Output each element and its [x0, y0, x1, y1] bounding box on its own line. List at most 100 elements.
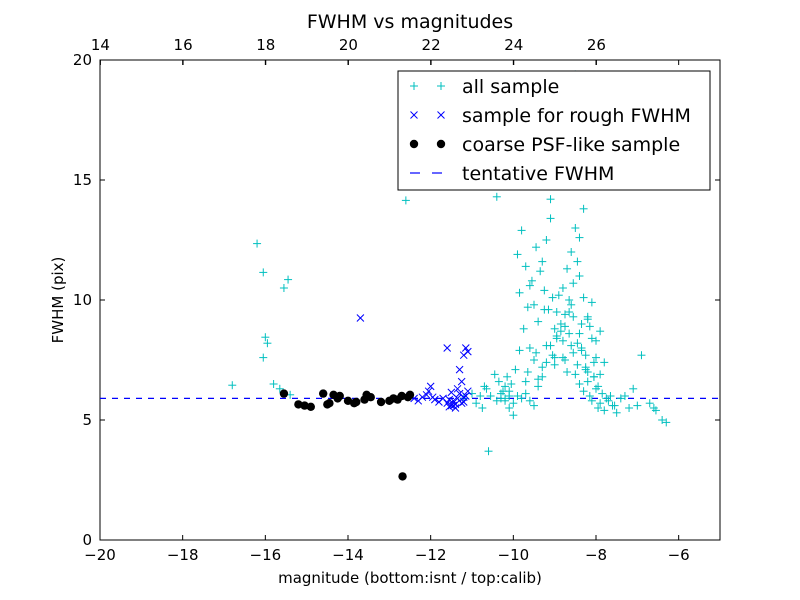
point-plus-160	[480, 382, 489, 391]
point-circle-20	[333, 394, 342, 403]
top-tick-label: 20	[339, 36, 358, 54]
point-plus-106	[532, 243, 541, 252]
legend-marker-sample-for-rough-fwhm-a	[410, 111, 418, 119]
point-plus-168	[567, 341, 576, 350]
point-plus-99	[585, 322, 594, 331]
point-plus-86	[513, 250, 522, 259]
chart-title: FWHM vs magnitudes	[307, 11, 513, 33]
point-plus-30	[552, 308, 561, 316]
point-plus-170	[583, 368, 592, 376]
legend-label-all-sample: all sample	[462, 76, 559, 98]
point-plus-77	[575, 272, 584, 280]
point-x-26-b	[457, 377, 466, 386]
top-tick-label: 26	[587, 36, 606, 54]
point-x-6-b	[426, 382, 435, 391]
point-x-5	[422, 390, 431, 399]
point-plus-38	[569, 348, 578, 357]
point-plus-119	[600, 358, 609, 367]
point-plus-53	[600, 406, 609, 415]
point-plus-35	[563, 368, 572, 376]
top-tick-label: 14	[91, 36, 110, 54]
point-plus-163	[472, 399, 481, 408]
point-plus-146	[594, 382, 603, 391]
x-tick-label: −18	[167, 546, 199, 564]
point-plus-50	[594, 404, 603, 412]
point-x-19-b	[461, 392, 470, 400]
point-plus-46	[585, 392, 594, 400]
point-plus-137	[509, 411, 518, 420]
point-plus-6	[269, 380, 278, 388]
point-plus-65	[651, 406, 660, 415]
series-circle	[279, 389, 415, 481]
point-plus-94	[565, 296, 574, 304]
point-plus-156	[523, 368, 532, 376]
point-x-20	[464, 387, 472, 396]
point-plus-93	[561, 310, 569, 319]
point-plus-104	[540, 286, 549, 295]
point-plus-58	[625, 404, 634, 412]
point-x-33-b	[424, 387, 433, 396]
point-plus-36	[565, 329, 574, 338]
chart-marks	[100, 70, 720, 481]
point-plus-151	[569, 312, 578, 321]
point-plus-111	[511, 365, 520, 374]
point-x-4	[418, 393, 427, 402]
point-plus-45	[583, 377, 592, 386]
point-plus-113	[503, 372, 512, 381]
legend: all sample sample for rough FWHM coarse PS…	[397, 70, 711, 191]
point-plus-63	[662, 418, 671, 427]
y-tick-label: 5	[82, 411, 92, 429]
point-x-14-b	[451, 400, 460, 409]
point-plus-56	[612, 408, 621, 417]
point-x-30-b	[445, 395, 454, 404]
point-plus-144	[581, 351, 590, 360]
point-plus-114	[499, 387, 507, 396]
legend-marker-sample-for-rough-fwhm-b-b	[437, 111, 445, 119]
top-tick-label: 22	[422, 36, 441, 54]
point-plus-141	[552, 332, 561, 340]
point-plus-90	[530, 300, 538, 309]
point-plus-150	[577, 320, 586, 328]
point-x-22	[461, 344, 470, 352]
point-plus-80	[587, 334, 596, 343]
point-plus-169	[575, 329, 584, 338]
point-plus-134	[530, 356, 538, 364]
point-x-29	[447, 388, 456, 397]
point-plus-96	[573, 257, 582, 266]
point-plus-20	[513, 392, 522, 400]
point-x-0-b	[356, 314, 365, 322]
point-plus-123	[558, 284, 567, 292]
point-plus-3	[261, 333, 270, 342]
point-x-31	[451, 404, 460, 412]
point-plus-26	[538, 372, 547, 381]
point-plus-157	[492, 192, 501, 201]
point-plus-1	[253, 239, 262, 248]
y-axis-label: FWHM (pix)	[49, 257, 67, 344]
top-tick-label: 16	[174, 36, 193, 54]
point-plus-37	[567, 300, 576, 309]
point-plus-149	[610, 401, 619, 410]
x-tick-label: −6	[668, 546, 690, 564]
point-plus-2	[259, 268, 268, 277]
point-x-32-b	[459, 398, 468, 406]
point-x-9-b	[439, 394, 447, 403]
point-x-26	[457, 377, 466, 386]
point-plus-0	[228, 381, 237, 390]
point-x-23	[459, 351, 468, 360]
point-plus-43	[579, 387, 588, 396]
point-plus-62	[658, 416, 667, 424]
point-plus-97	[577, 344, 586, 352]
point-plus-24	[530, 401, 538, 410]
x-tick-label: −20	[84, 546, 116, 564]
x-tick-label: −14	[332, 546, 364, 564]
point-plus-7	[275, 384, 284, 393]
point-plus-152	[561, 322, 569, 331]
point-plus-109	[519, 324, 528, 333]
legend-label-tentative-fwhm: tentative FWHM	[462, 163, 614, 185]
point-plus-147	[602, 394, 611, 403]
point-plus-23	[525, 396, 534, 405]
point-plus-69	[546, 214, 555, 223]
point-x-17-b	[457, 399, 466, 408]
point-plus-153	[548, 293, 557, 302]
